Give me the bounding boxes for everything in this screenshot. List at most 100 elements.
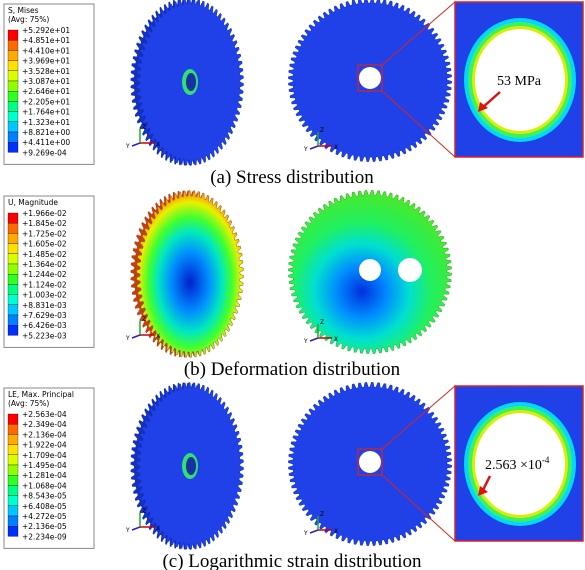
legend-label: +1.966e-02 — [22, 209, 67, 218]
figure: S, Mises(Avg: 75%)+5.292e+01+4.851e+01+4… — [0, 0, 585, 570]
axis-label: Y — [125, 335, 130, 342]
legend-swatch — [8, 465, 18, 475]
legend-label: +5.292e+01 — [22, 26, 70, 35]
axis-label: X — [156, 525, 160, 532]
legend-swatch — [8, 496, 18, 506]
legend-label: +8.831e-03 — [22, 301, 67, 310]
axis-label: Z — [320, 127, 324, 134]
legend-label: +9.269e-04 — [22, 148, 67, 157]
legend-label: +1.495e-04 — [22, 461, 67, 470]
legend-label: +4.851e+01 — [22, 36, 70, 45]
legend-swatch — [8, 142, 18, 152]
legend-label: +2.349e-04 — [22, 420, 67, 429]
legend-label: +1.003e-02 — [22, 291, 67, 300]
axis-label: Y — [303, 530, 308, 537]
panel: U, Magnitude +1.966e-02+1.845e-02+1.725e-… — [4, 190, 452, 380]
axis-label: Y — [303, 146, 308, 153]
legend-swatch — [8, 475, 18, 485]
axis-label: Z — [142, 124, 146, 131]
legend-swatch — [8, 81, 18, 91]
axis-arrow — [310, 338, 318, 341]
legend-label: +6.408e-05 — [22, 502, 67, 511]
legend-swatch — [8, 325, 18, 335]
axis-label: Z — [320, 511, 324, 518]
legend-label: +3.087e+01 — [22, 77, 70, 86]
caption: (a) Stress distribution — [210, 167, 374, 188]
legend-title: LE, Max. Principal — [8, 390, 74, 399]
legend-label: +5.223e-03 — [22, 331, 67, 340]
legend-swatch — [8, 516, 18, 526]
legend-swatch — [8, 233, 18, 243]
axis-label: X — [334, 336, 338, 343]
legend-swatch — [8, 61, 18, 71]
legend-swatch — [8, 264, 18, 274]
legend-title: (Avg: 75%) — [8, 399, 49, 408]
legend-swatch — [8, 455, 18, 465]
axis-arrow — [132, 527, 140, 530]
legend-swatch — [8, 122, 18, 132]
legend-swatch — [8, 284, 18, 294]
annotation-text: 53 MPa — [497, 74, 542, 89]
legend-swatch — [8, 71, 18, 81]
axis-label: Y — [125, 527, 130, 534]
legend-swatch — [8, 223, 18, 233]
hole — [359, 67, 381, 89]
legend-swatch — [8, 112, 18, 122]
legend-label: +2.563e-04 — [22, 410, 67, 419]
legend-swatch — [8, 315, 18, 325]
legend-swatch — [8, 506, 18, 516]
legend-swatch — [8, 414, 18, 424]
legend-label: +8.821e+00 — [22, 128, 70, 137]
axis-label: X — [334, 144, 338, 151]
legend-swatch — [8, 485, 18, 495]
legend-label: +8.543e-05 — [22, 492, 67, 501]
axis-label: X — [156, 141, 160, 148]
legend-swatch — [8, 424, 18, 434]
legend-title: U, Magnitude — [8, 198, 58, 207]
axis-label: Z — [142, 508, 146, 515]
legend-label: +1.709e-04 — [22, 451, 67, 460]
legend-label: +2.234e-09 — [22, 532, 67, 541]
legend-swatch — [8, 274, 18, 284]
legend-label: +1.323e+01 — [22, 118, 70, 127]
axis-label: Z — [142, 316, 146, 323]
legend-swatch — [8, 132, 18, 142]
legend-swatch — [8, 295, 18, 305]
legend-label: +1.922e-04 — [22, 441, 67, 450]
legend-label: +3.528e+01 — [22, 67, 70, 76]
panel: LE, Max. Principal(Avg: 75%)+2.563e-04+2… — [4, 382, 583, 570]
legend-title: (Avg: 75%) — [8, 15, 49, 24]
legend-label: +1.725e-02 — [22, 229, 67, 238]
axis-arrow — [132, 143, 140, 146]
hole — [186, 73, 196, 91]
legend-label: +2.646e+01 — [22, 87, 70, 96]
legend-title: S, Mises — [8, 6, 39, 15]
legend-label: +1.124e-02 — [22, 280, 67, 289]
panel: S, Mises(Avg: 75%) +5.292e+01+4.851e+01+4… — [4, 0, 583, 188]
legend-label: +4.410e+01 — [22, 46, 70, 55]
axis-label: Y — [125, 143, 130, 150]
axis-arrow — [310, 146, 318, 149]
legend-label: +1.281e-04 — [22, 471, 67, 480]
legend-label: +2.136e-05 — [22, 522, 67, 531]
legend-label: +1.364e-02 — [22, 260, 67, 269]
legend-swatch — [8, 30, 18, 40]
legend-label: +1.764e+01 — [22, 108, 70, 117]
legend-label: +1.244e-02 — [22, 270, 67, 279]
legend-label: +3.969e+01 — [22, 57, 70, 66]
legend-swatch — [8, 213, 18, 223]
axis-label: X — [334, 528, 338, 535]
legend-swatch — [8, 40, 18, 50]
legend-label: +2.205e+01 — [22, 97, 70, 106]
annotation: 2.563 ×10-4 — [485, 455, 550, 473]
caption: (c) Logarithmic strain distribution — [162, 551, 422, 570]
legend-swatch — [8, 445, 18, 455]
legend-swatch — [8, 305, 18, 315]
legend-swatch — [8, 244, 18, 254]
hole — [398, 258, 422, 282]
axis-arrow — [310, 530, 318, 533]
legend-swatch — [8, 434, 18, 444]
legend-swatch — [8, 526, 18, 536]
legend-label: +6.426e-03 — [22, 321, 67, 330]
legend-label: +1.845e-02 — [22, 219, 67, 228]
